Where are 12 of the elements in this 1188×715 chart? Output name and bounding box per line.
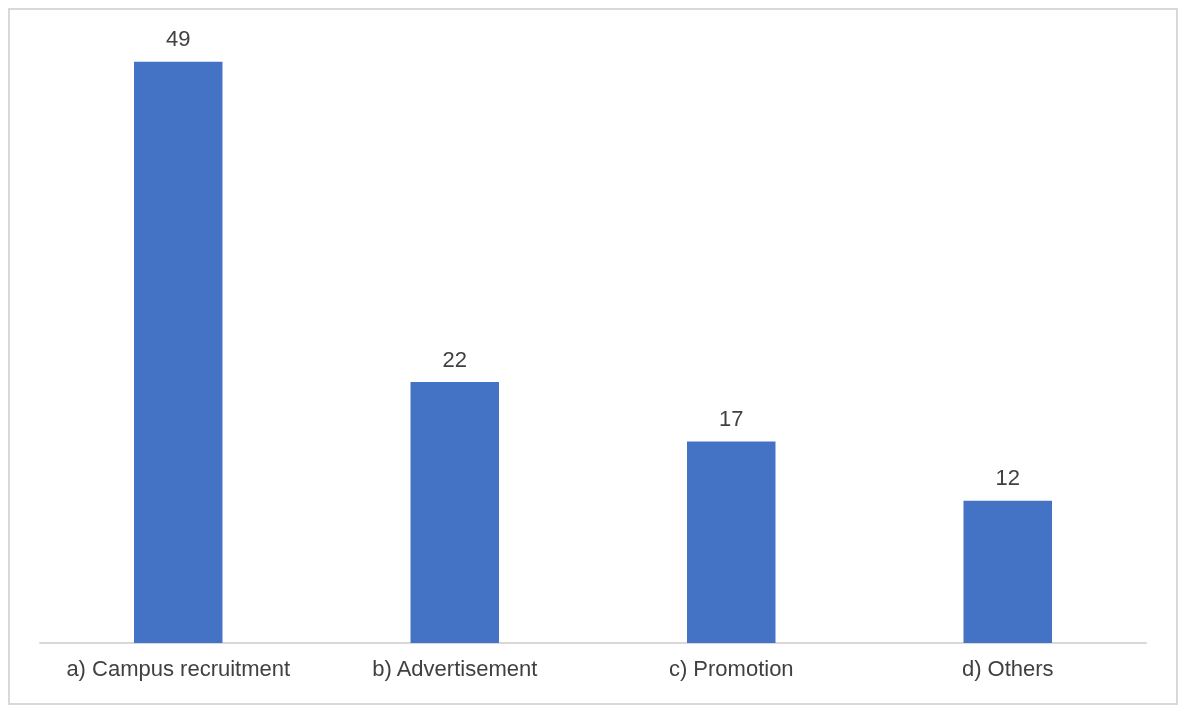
x-tick-label: b) Advertisement [372,655,538,681]
bar [963,500,1052,643]
bar [410,382,499,643]
data-label: 12 [995,465,1020,491]
bar [134,61,223,643]
x-tick-label: a) Campus recruitment [66,655,291,681]
x-tick-label: c) Promotion [668,655,794,681]
data-label: 22 [442,346,467,372]
data-label: 49 [166,26,191,52]
data-label: 17 [719,405,744,431]
x-tick-label: d) Others [961,655,1054,681]
bar [687,441,776,643]
